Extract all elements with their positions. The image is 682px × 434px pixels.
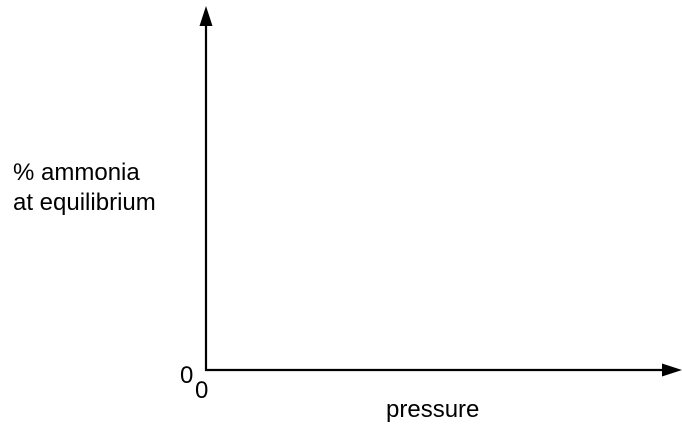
y-axis-origin-label: 0 bbox=[180, 362, 194, 389]
x-axis-arrowhead bbox=[662, 363, 682, 377]
y-axis-label-line2: at equilibrium bbox=[13, 189, 156, 216]
y-axis-label-line1: % ammonia bbox=[13, 159, 140, 186]
x-axis-label: pressure bbox=[386, 396, 480, 423]
y-axis-arrowhead bbox=[199, 6, 213, 26]
y-axis-label: % ammonia at equilibrium bbox=[13, 158, 156, 218]
x-axis-origin-label: 0 bbox=[195, 377, 209, 404]
